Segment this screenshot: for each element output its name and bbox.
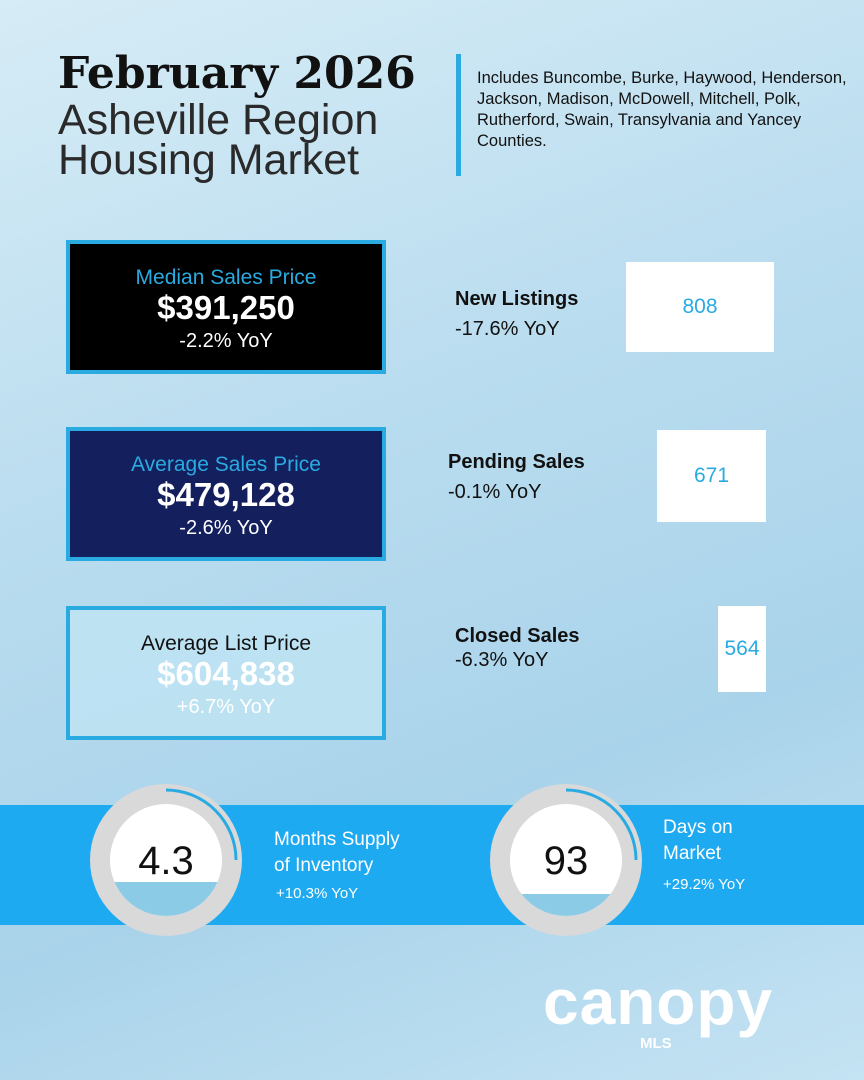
count-value: 564 [718,606,766,692]
price-card: Average List Price $604,838 +6.7% YoY [66,606,386,740]
gauges: 4.3 93 [90,784,642,936]
gauge-label: Months Supply [274,829,400,850]
price-card: Average Sales Price $479,128 -2.6% YoY [66,427,386,561]
gauge-arc [565,788,638,861]
count-label: Closed Sales [455,625,580,647]
card-value: $391,250 [157,289,295,326]
gauge-label: Market [663,843,722,864]
gauge-label: of Inventory [274,855,374,876]
logo-sub: MLS [640,1035,672,1052]
card-label: Median Sales Price [135,266,317,289]
count-value: 671 [657,430,766,522]
gauge-label: Days on [663,817,733,838]
divider [456,54,461,176]
title: February 2026 [58,48,416,99]
county-note: Includes Buncombe, Burke, Haywood, Hende… [477,69,847,150]
logo: canopy [543,966,774,1038]
card-change: -2.2% YoY [179,330,273,352]
card-value: $479,128 [157,476,295,513]
gauge-face [510,804,622,916]
gauge-change: +29.2% YoY [663,876,746,893]
card-change: +6.7% YoY [176,696,276,718]
gauge-arc [165,788,238,861]
count-value: 808 [626,262,774,352]
card-label: Average List Price [140,632,312,655]
count-change: -0.1% YoY [448,481,542,503]
gauge-value: 4.3 [138,839,194,883]
count-change: -17.6% YoY [455,318,560,340]
subtitle: Asheville Region [58,96,379,144]
count-label: New Listings [455,288,579,310]
card-label: Average Sales Price [131,453,321,476]
card-value: $604,838 [157,655,295,692]
price-card: Median Sales Price $391,250 -2.2% YoY [66,240,386,374]
subtitle: Housing Market [58,136,360,184]
gauge-value: 93 [544,839,589,883]
card-change: -2.6% YoY [179,517,273,539]
count-change: -6.3% YoY [455,649,549,671]
gauge-change: +10.3% YoY [276,885,359,902]
count-label: Pending Sales [448,451,585,473]
